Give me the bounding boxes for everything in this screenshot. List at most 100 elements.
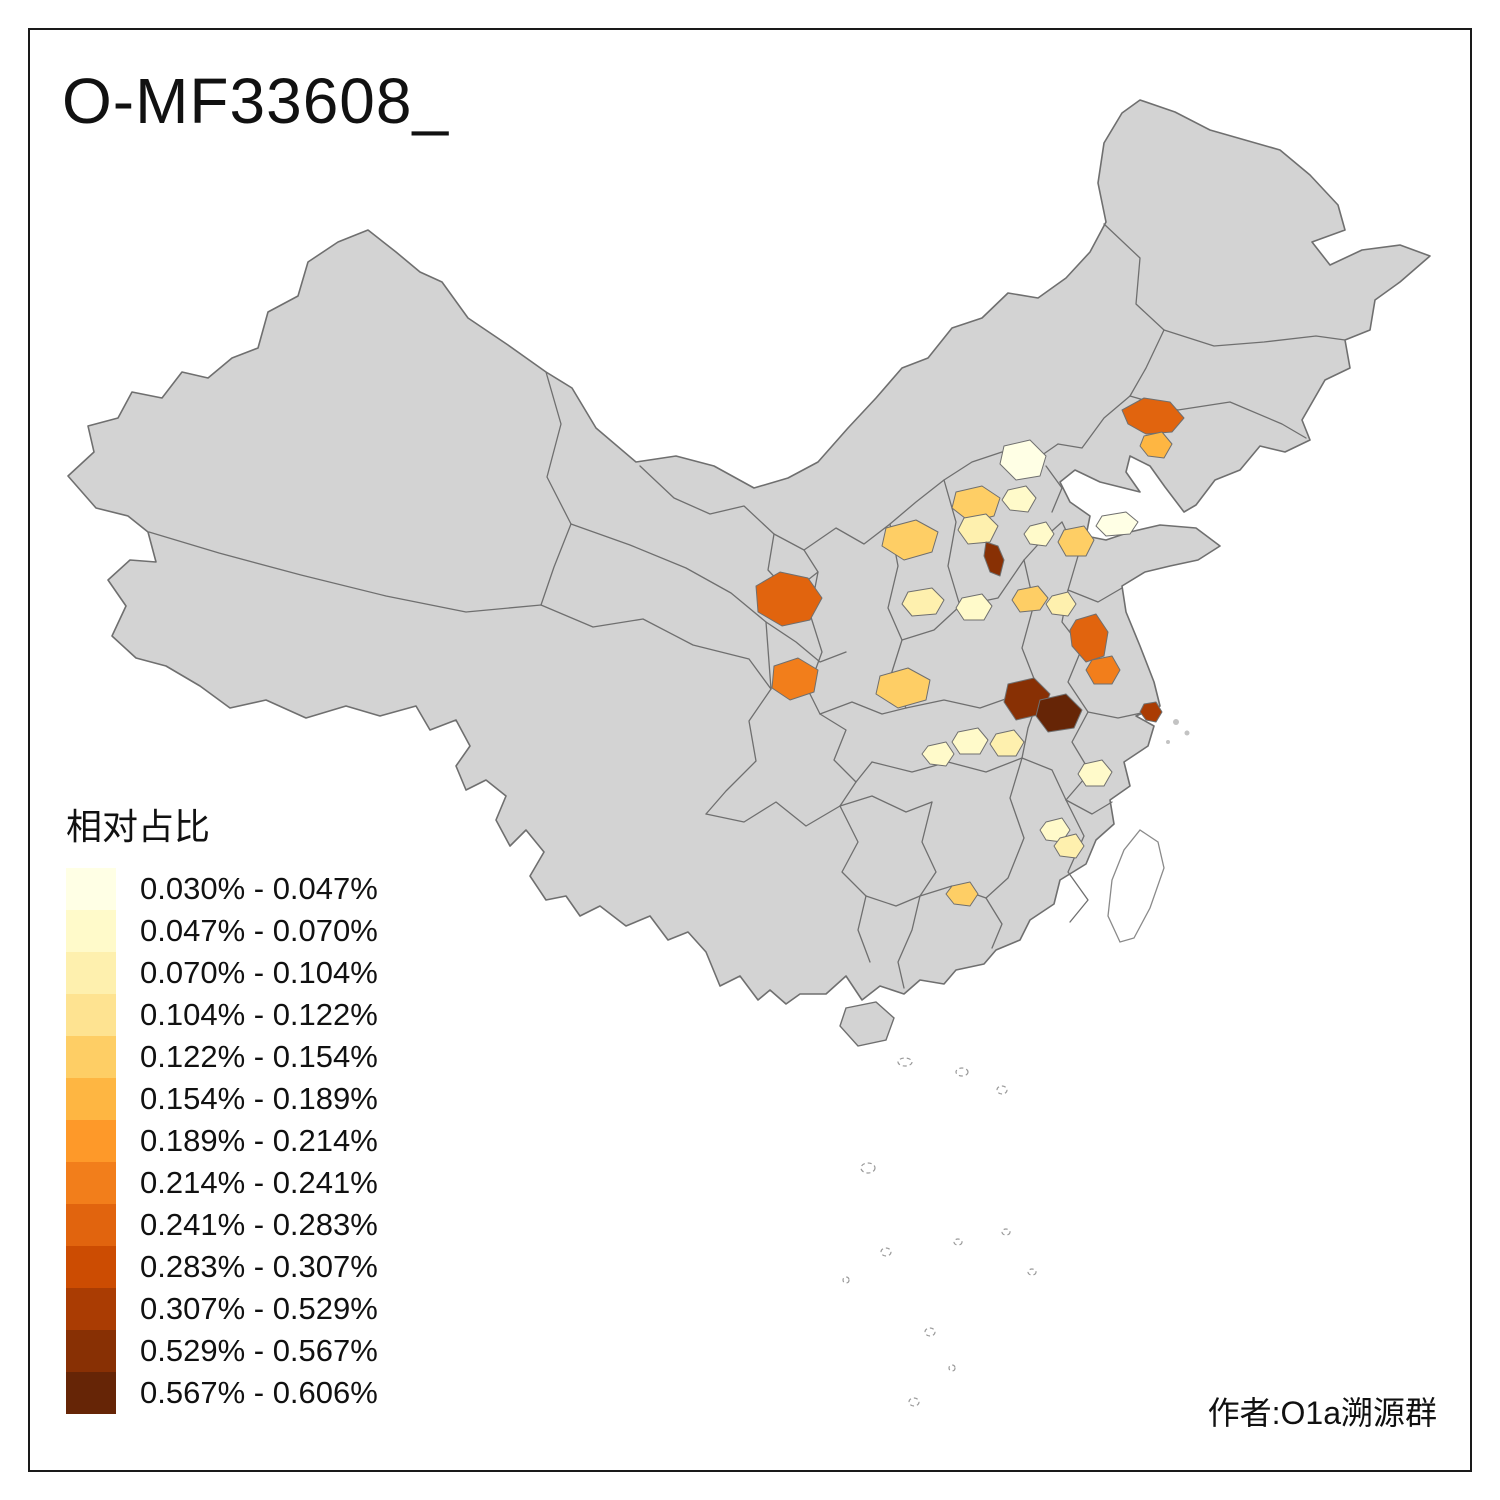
legend-item: 0.047% - 0.070%	[66, 910, 378, 952]
legend-label: 0.070% - 0.104%	[140, 955, 378, 990]
legend-swatch	[66, 1330, 116, 1372]
prefecture-region	[755, 571, 823, 627]
province-border	[1103, 223, 1165, 331]
province-border	[865, 895, 921, 907]
province-border	[540, 371, 572, 606]
province-border	[1065, 799, 1089, 923]
province-border	[1045, 465, 1063, 513]
legend-label: 0.122% - 0.154%	[140, 1039, 378, 1074]
province-border	[839, 795, 933, 813]
legend-item: 0.070% - 0.104%	[66, 952, 378, 994]
legend-item: 0.122% - 0.154%	[66, 1036, 378, 1078]
province-borders	[148, 223, 1346, 989]
province-border	[765, 621, 847, 663]
prefecture-region	[1001, 485, 1037, 513]
province-border	[819, 701, 907, 715]
province-border	[1021, 559, 1041, 695]
province-border	[855, 761, 873, 783]
attribution: 作者:O1a溯源群	[1207, 1395, 1437, 1431]
taiwan-island	[1107, 829, 1165, 943]
province-border	[819, 713, 857, 807]
legend-label: 0.030% - 0.047%	[140, 871, 378, 906]
prefecture-region	[955, 593, 993, 621]
prefecture-regions	[755, 397, 1185, 907]
province-border	[148, 531, 542, 613]
province-border	[839, 805, 867, 897]
legend-label: 0.104% - 0.122%	[140, 997, 378, 1032]
prefecture-region	[921, 741, 955, 767]
legend-swatch	[66, 1246, 116, 1288]
province-border	[1065, 711, 1091, 801]
prefecture-region	[1077, 759, 1113, 787]
legend-label: 0.241% - 0.283%	[140, 1207, 378, 1242]
prefecture-region	[1023, 521, 1055, 547]
province-border	[1065, 799, 1113, 815]
prefecture-region	[881, 519, 939, 561]
prefecture-region	[983, 541, 1005, 577]
province-border	[1057, 395, 1131, 449]
legend-swatch	[66, 910, 116, 952]
province-border	[1021, 757, 1067, 801]
province-border	[705, 688, 772, 815]
legend-item: 0.241% - 0.283%	[66, 1204, 378, 1246]
province-border	[1087, 711, 1147, 719]
prefecture-region	[771, 657, 819, 701]
south-china-sea-islands	[842, 1057, 1037, 1407]
province-border	[705, 801, 841, 827]
prefecture-region	[901, 587, 945, 617]
legend-swatch	[66, 1162, 116, 1204]
province-border	[639, 443, 1059, 551]
legend-label: 0.307% - 0.529%	[140, 1291, 378, 1326]
prefecture-region	[989, 729, 1025, 757]
prefecture-region	[1053, 833, 1085, 859]
prefecture-region	[951, 727, 989, 755]
prefecture-region	[1045, 591, 1077, 617]
province-border	[985, 757, 1025, 899]
legend-item: 0.214% - 0.241%	[66, 1162, 378, 1204]
legend-label: 0.047% - 0.070%	[140, 913, 378, 948]
legend-swatch	[66, 1120, 116, 1162]
legend-swatch	[66, 994, 116, 1036]
province-border	[857, 895, 871, 963]
prefecture-region	[1095, 511, 1139, 537]
province-border	[897, 895, 921, 989]
province-border	[1129, 329, 1165, 397]
legend-label: 0.283% - 0.307%	[140, 1249, 378, 1284]
province-border	[1163, 329, 1346, 347]
prefecture-region	[875, 667, 931, 709]
legend: 相对占比 0.030% - 0.047% 0.047% - 0.070% 0.0…	[66, 798, 378, 1414]
prefecture-region	[1085, 655, 1121, 685]
legend-item: 0.283% - 0.307%	[66, 1246, 378, 1288]
legend-swatch	[66, 1204, 116, 1246]
prefecture-region	[999, 439, 1047, 481]
prefecture-region	[951, 485, 1001, 523]
legend-label: 0.189% - 0.214%	[140, 1123, 378, 1158]
legend-swatch	[66, 1288, 116, 1330]
province-border	[540, 604, 772, 690]
prefecture-region	[1121, 397, 1185, 435]
coastal-islets	[1166, 719, 1190, 744]
legend-swatch	[66, 1078, 116, 1120]
legend-title: 相对占比	[66, 806, 211, 847]
legend-item: 0.154% - 0.189%	[66, 1078, 378, 1120]
prefecture-region	[1057, 525, 1095, 557]
province-border	[901, 605, 961, 641]
legend-label: 0.154% - 0.189%	[140, 1081, 378, 1116]
prefecture-region	[957, 513, 999, 545]
province-border	[570, 523, 772, 690]
legend-swatch	[66, 952, 116, 994]
legend-item: 0.189% - 0.214%	[66, 1120, 378, 1162]
legend-swatch	[66, 868, 116, 910]
legend-label: 0.567% - 0.606%	[140, 1375, 378, 1410]
page-title: O-MF33608_	[62, 65, 450, 137]
legend-item: 0.030% - 0.047%	[66, 868, 378, 910]
legend-item: 0.567% - 0.606%	[66, 1372, 378, 1414]
prefecture-region	[1035, 693, 1083, 733]
legend-swatch	[66, 1036, 116, 1078]
province-border	[985, 897, 1003, 949]
legend-item: 0.307% - 0.529%	[66, 1288, 378, 1330]
prefecture-region	[1139, 701, 1163, 723]
legend-item: 0.529% - 0.567%	[66, 1330, 378, 1372]
prefecture-region	[1011, 585, 1049, 613]
